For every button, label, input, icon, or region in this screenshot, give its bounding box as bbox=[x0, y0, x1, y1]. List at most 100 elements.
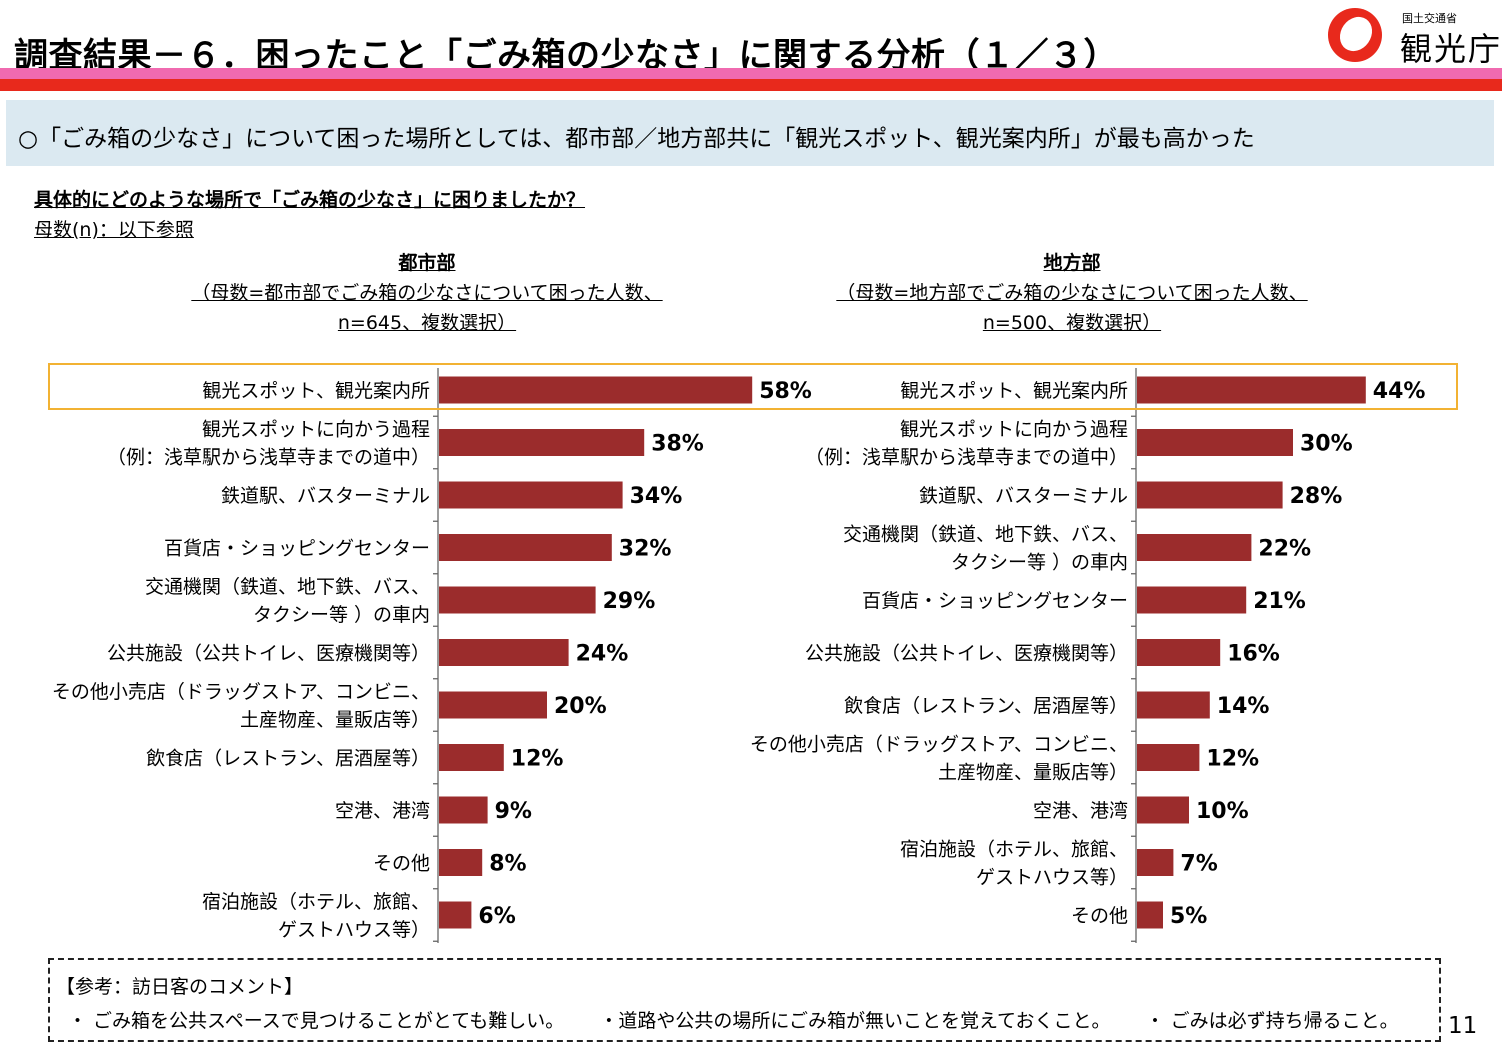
urban-bar-value-label: 32% bbox=[619, 537, 672, 562]
urban-category-label: 観光スポット、観光案内所 bbox=[202, 380, 430, 402]
rural-category-label: （例：浅草駅から浅草寺までの道中） bbox=[805, 447, 1128, 469]
urban-bar-value-label: 24% bbox=[576, 642, 629, 667]
rural-bar bbox=[1137, 429, 1293, 456]
urban-bar-value-label: 38% bbox=[651, 432, 704, 457]
urban-bar bbox=[439, 691, 547, 719]
summary-text: ○「ごみ箱の少なさ」について困った場所としては、都市部／地方部共に「観光スポット… bbox=[18, 126, 1255, 152]
rural-panel-header: 地方部 （母数=地方部でごみ箱の少なさについて困った人数、 n=500、複数選択… bbox=[752, 248, 1392, 338]
survey-question: 具体的にどのような場所で「ごみ箱の少なさ」に困りましたか？ bbox=[34, 189, 586, 211]
urban-category-label: 飲食店（レストラン、居酒屋等） bbox=[146, 748, 430, 770]
rural-bar bbox=[1137, 796, 1189, 824]
urban-category-label: その他 bbox=[373, 853, 430, 875]
rural-bar-value-label: 5% bbox=[1170, 904, 1207, 929]
urban-bar-value-label: 34% bbox=[630, 484, 683, 509]
urban-category-label: 鉄道駅、バスターミナル bbox=[221, 485, 430, 507]
rural-bar bbox=[1137, 901, 1163, 929]
urban-panel-header: 都市部 （母数=都市部でごみ箱の少なさについて困った人数、 n=645、複数選択… bbox=[107, 248, 747, 338]
reference-comment: ・ ごみ箱を公共スペースで見つけることがとても難しい。 bbox=[68, 1010, 565, 1032]
rural-bar-value-label: 7% bbox=[1180, 852, 1217, 877]
urban-bar-value-label: 29% bbox=[603, 589, 656, 614]
rural-category-label: その他 bbox=[1071, 905, 1128, 927]
rural-bar bbox=[1137, 586, 1247, 614]
agency-logo: 国土交通省 観光庁 bbox=[1328, 6, 1500, 68]
summary-box: ○「ごみ箱の少なさ」について困った場所としては、都市部／地方部共に「観光スポット… bbox=[6, 100, 1494, 166]
rural-category-label: その他小売店（ドラッグストア、コンビニ、 bbox=[750, 734, 1128, 756]
urban-category-label: タクシー等 ）の車内 bbox=[253, 604, 430, 626]
urban-category-label: 百貨店・ショッピングセンター bbox=[164, 538, 430, 560]
rural-category-label: タクシー等 ）の車内 bbox=[951, 552, 1128, 574]
urban-bar bbox=[439, 744, 504, 771]
top-item-highlight bbox=[48, 363, 1458, 410]
urban-bar bbox=[439, 586, 596, 614]
urban-panel-note-1: （母数=都市部でごみ箱の少なさについて困った人数、 bbox=[191, 282, 663, 304]
urban-bar bbox=[439, 376, 753, 404]
rural-panel-note-2: n=500、複数選択） bbox=[982, 312, 1162, 334]
urban-bar bbox=[439, 429, 645, 456]
urban-bar-value-label: 6% bbox=[478, 904, 515, 929]
reference-title: 【参考：訪日客のコメント】 bbox=[56, 976, 304, 998]
sample-base-note: 母数(n)：以下参照 bbox=[34, 219, 194, 241]
rural-category-label: 交通機関（鉄道、地下鉄、バス、 bbox=[843, 524, 1128, 546]
rural-bar-value-label: 14% bbox=[1217, 694, 1270, 719]
rural-bar bbox=[1137, 376, 1366, 404]
title-underline-red bbox=[0, 79, 1502, 91]
urban-bar-value-label: 8% bbox=[489, 852, 526, 877]
urban-category-label: 宿泊施設（ホテル、旅館、 bbox=[202, 891, 430, 913]
urban-category-label: その他小売店（ドラッグストア、コンビニ、 bbox=[52, 681, 430, 703]
rural-bar bbox=[1137, 691, 1210, 719]
reference-comment: ・ ごみは必ず持ち帰ること。 bbox=[1145, 1010, 1399, 1032]
rural-bar bbox=[1137, 849, 1174, 876]
urban-category-label: 公共施設（公共トイレ、医療機関等） bbox=[107, 643, 430, 665]
rural-bar-value-label: 16% bbox=[1227, 642, 1280, 667]
urban-bar bbox=[439, 849, 483, 876]
rural-category-label: 観光スポット、観光案内所 bbox=[900, 380, 1128, 402]
urban-category-label: （例：浅草駅から浅草寺までの道中） bbox=[107, 447, 430, 469]
urban-bar bbox=[439, 481, 623, 509]
urban-panel-note-2: n=645、複数選択） bbox=[337, 312, 517, 334]
rural-category-label: 観光スポットに向かう過程 bbox=[900, 419, 1128, 441]
rural-category-label: 飲食店（レストラン、居酒屋等） bbox=[844, 695, 1128, 717]
urban-bar-value-label: 9% bbox=[495, 799, 532, 824]
rural-category-label: 公共施設（公共トイレ、医療機関等） bbox=[805, 643, 1128, 665]
urban-bar bbox=[439, 796, 488, 824]
urban-bar bbox=[439, 639, 569, 666]
rural-panel-note-1: （母数=地方部でごみ箱の少なさについて困った人数、 bbox=[836, 282, 1308, 304]
reference-comments: ・ ごみ箱を公共スペースで見つけることがとても難しい。 ・道路や公共の場所にごみ… bbox=[68, 1006, 1429, 1033]
rural-category-label: 百貨店・ショッピングセンター bbox=[862, 590, 1128, 612]
rural-bar-value-label: 44% bbox=[1373, 379, 1426, 404]
rural-bar-value-label: 28% bbox=[1290, 484, 1343, 509]
reference-comments-box: 【参考：訪日客のコメント】 ・ ごみ箱を公共スペースで見つけることがとても難しい… bbox=[48, 958, 1441, 1042]
logo-agency-text: 観光庁 bbox=[1400, 30, 1502, 68]
logo-ministry-text: 国土交通省 bbox=[1402, 12, 1457, 25]
urban-bar bbox=[439, 901, 472, 929]
urban-bar-value-label: 20% bbox=[554, 694, 607, 719]
urban-bar-value-label: 58% bbox=[759, 379, 812, 404]
rural-category-label: ゲストハウス等） bbox=[976, 867, 1128, 889]
urban-category-label: 観光スポットに向かう過程 bbox=[202, 419, 430, 441]
rural-bar bbox=[1137, 481, 1283, 509]
rural-bar bbox=[1137, 639, 1221, 666]
rural-bar-value-label: 30% bbox=[1300, 432, 1353, 457]
urban-category-label: 土産物産、量販店等） bbox=[240, 709, 430, 731]
urban-category-label: 交通機関（鉄道、地下鉄、バス、 bbox=[145, 576, 430, 598]
title-underline-pink bbox=[0, 68, 1502, 79]
urban-category-label: 空港、港湾 bbox=[335, 800, 430, 822]
reference-comment: ・道路や公共の場所にごみ箱が無いことを覚えておくこと。 bbox=[599, 1010, 1111, 1032]
page-number: 11 bbox=[1448, 1013, 1478, 1039]
urban-bar bbox=[439, 534, 612, 561]
rural-bar-value-label: 10% bbox=[1196, 799, 1249, 824]
urban-bar-value-label: 12% bbox=[511, 747, 564, 772]
rural-category-label: 土産物産、量販店等） bbox=[938, 762, 1128, 784]
urban-category-label: ゲストハウス等） bbox=[278, 919, 430, 941]
rural-bar-value-label: 21% bbox=[1253, 589, 1306, 614]
rural-bar bbox=[1137, 744, 1200, 771]
rural-bar-value-label: 12% bbox=[1206, 747, 1259, 772]
logo-mark-icon bbox=[1328, 8, 1382, 62]
urban-panel-title: 都市部 bbox=[398, 252, 456, 274]
rural-category-label: 鉄道駅、バスターミナル bbox=[919, 485, 1128, 507]
rural-bar bbox=[1137, 534, 1252, 561]
rural-category-label: 宿泊施設（ホテル、旅館、 bbox=[900, 839, 1128, 861]
rural-bar-value-label: 22% bbox=[1258, 537, 1311, 562]
rural-panel-title: 地方部 bbox=[1043, 252, 1101, 274]
